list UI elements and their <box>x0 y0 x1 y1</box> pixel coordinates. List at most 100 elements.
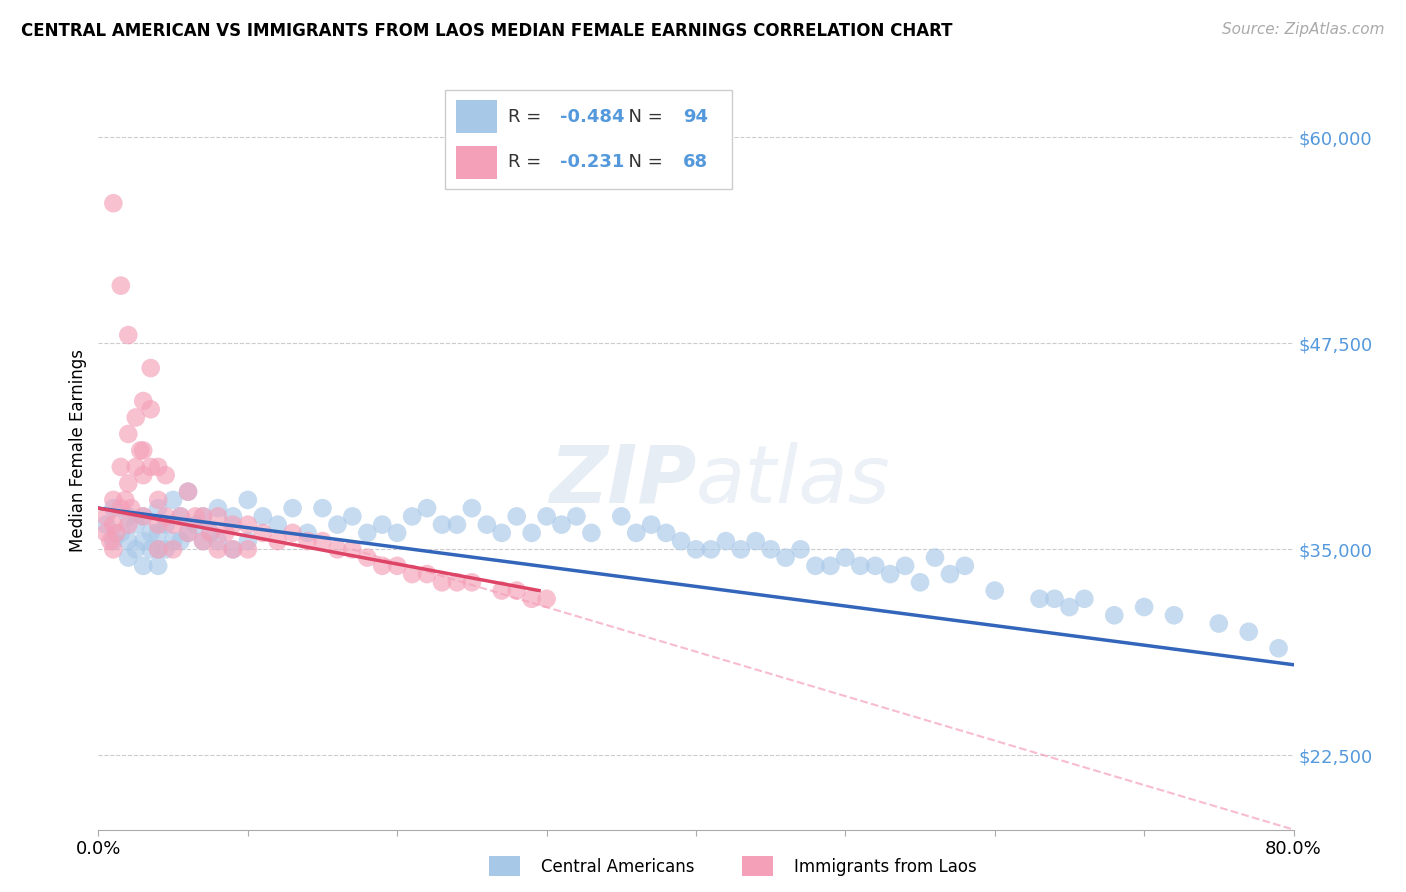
Point <box>132 509 155 524</box>
Point <box>191 509 214 524</box>
Point <box>103 492 125 507</box>
Point <box>148 525 170 540</box>
Point <box>446 517 468 532</box>
Point <box>110 459 132 474</box>
Point <box>1267 641 1289 656</box>
Point <box>162 534 184 549</box>
Point <box>148 492 170 507</box>
Point <box>169 509 191 524</box>
Point <box>581 525 603 540</box>
Point <box>139 459 162 474</box>
Point <box>132 534 155 549</box>
Point <box>148 459 170 474</box>
Point <box>939 567 962 582</box>
Point <box>207 501 229 516</box>
Point <box>311 534 333 549</box>
Point <box>385 558 409 573</box>
Point <box>191 534 214 549</box>
Point <box>356 550 378 565</box>
Point <box>132 468 155 483</box>
Point <box>342 509 364 524</box>
Point <box>326 542 349 557</box>
Point <box>385 525 409 540</box>
Point <box>200 525 222 540</box>
Point <box>759 542 782 557</box>
Point <box>184 517 207 532</box>
Point <box>775 550 797 565</box>
Point <box>125 517 148 532</box>
Point <box>1133 600 1156 615</box>
Point <box>640 517 662 532</box>
Point <box>117 328 139 343</box>
Y-axis label: Median Female Earnings: Median Female Earnings <box>69 349 87 552</box>
Point <box>132 558 155 573</box>
Point <box>114 492 136 507</box>
Point <box>730 542 752 557</box>
Point <box>491 525 513 540</box>
Point <box>94 509 117 524</box>
Point <box>155 517 177 532</box>
Point <box>132 394 155 409</box>
Point <box>1104 608 1126 623</box>
Point <box>236 517 259 532</box>
Point <box>311 501 333 516</box>
Text: Source: ZipAtlas.com: Source: ZipAtlas.com <box>1222 22 1385 37</box>
Point <box>139 542 162 557</box>
Point <box>94 517 117 532</box>
Point <box>236 534 259 549</box>
Point <box>700 542 723 557</box>
Point <box>356 525 378 540</box>
Point <box>536 509 558 524</box>
Point <box>148 501 170 516</box>
Point <box>461 501 484 516</box>
Point <box>129 443 152 458</box>
Point <box>148 542 170 557</box>
Point <box>117 509 139 524</box>
Point <box>148 558 170 573</box>
Point <box>125 459 148 474</box>
Point <box>110 501 132 516</box>
Text: Central Americans: Central Americans <box>541 858 695 876</box>
Point <box>416 567 439 582</box>
Point <box>132 509 155 524</box>
Point <box>117 550 139 565</box>
Point <box>120 501 142 516</box>
Point <box>626 525 648 540</box>
Text: CENTRAL AMERICAN VS IMMIGRANTS FROM LAOS MEDIAN FEMALE EARNINGS CORRELATION CHAR: CENTRAL AMERICAN VS IMMIGRANTS FROM LAOS… <box>21 22 953 40</box>
Point <box>475 517 498 532</box>
Point <box>1043 591 1066 606</box>
Text: ZIP: ZIP <box>548 442 696 520</box>
Point <box>849 558 872 573</box>
Point <box>865 558 887 573</box>
Point <box>110 278 132 293</box>
Point <box>103 542 125 557</box>
Point <box>214 525 236 540</box>
Point <box>177 525 200 540</box>
Point <box>297 525 319 540</box>
Point <box>103 517 125 532</box>
Point <box>430 517 453 532</box>
Point <box>804 558 827 573</box>
Point <box>536 591 558 606</box>
Point <box>1059 600 1081 615</box>
Point <box>103 534 125 549</box>
Point <box>177 484 200 499</box>
Point <box>371 517 394 532</box>
Point <box>894 558 917 573</box>
Point <box>125 542 148 557</box>
Point <box>191 534 214 549</box>
Point <box>169 534 191 549</box>
Point <box>117 534 139 549</box>
Point <box>655 525 678 540</box>
Point <box>117 427 139 442</box>
Point <box>1237 624 1260 639</box>
Point <box>789 542 811 557</box>
Point <box>430 575 453 590</box>
Point <box>105 525 128 540</box>
Point <box>103 501 125 516</box>
Point <box>155 542 177 557</box>
Point <box>984 583 1007 598</box>
Point <box>191 509 214 524</box>
Text: Immigrants from Laos: Immigrants from Laos <box>794 858 977 876</box>
Point <box>177 525 200 540</box>
